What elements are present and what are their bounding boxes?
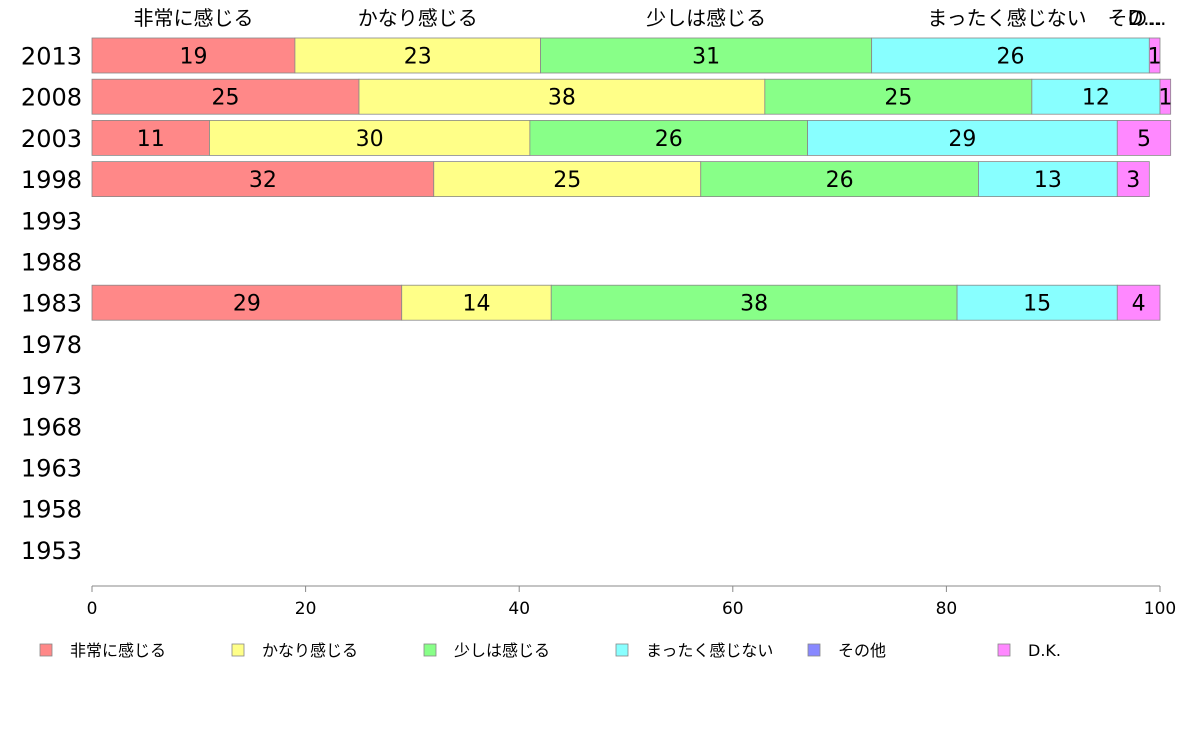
x-tick-label: 100 bbox=[1144, 599, 1176, 619]
bar-value-label: 3 bbox=[1126, 168, 1140, 193]
bar-segment bbox=[358, 78, 766, 115]
bar-segment bbox=[91, 120, 210, 156]
bar-segment bbox=[1116, 284, 1161, 321]
legend-swatch bbox=[423, 643, 437, 657]
bar-value-label: 1 bbox=[1158, 86, 1172, 111]
bar-value-label: 25 bbox=[884, 86, 912, 111]
bar-segment bbox=[1031, 78, 1161, 115]
bar-segment bbox=[1159, 78, 1172, 115]
bar-segment bbox=[91, 284, 403, 321]
bar-segment bbox=[764, 78, 1033, 115]
top-label: D... bbox=[1128, 6, 1162, 30]
y-tick-label: 2008 bbox=[21, 84, 82, 112]
legend-label: まったく感じない bbox=[646, 641, 773, 660]
bar-segment bbox=[1116, 161, 1150, 198]
legend-label: その他 bbox=[838, 641, 886, 660]
y-tick-label: 1978 bbox=[21, 331, 82, 359]
bar-value-label: 25 bbox=[553, 168, 581, 193]
y-axis-labels: 2013 2008 2003 1998 1993 1988 1983 1978 1973 1968… bbox=[21, 43, 82, 565]
bar-value-label: 14 bbox=[462, 292, 490, 317]
legend-swatch bbox=[39, 643, 53, 657]
bar-segment bbox=[209, 120, 531, 156]
bar-segment bbox=[871, 37, 1150, 74]
bar-segment bbox=[540, 37, 873, 74]
legend-label: かなり感じる bbox=[262, 641, 358, 660]
bar-value-label: 26 bbox=[826, 168, 854, 193]
bar-segment bbox=[550, 284, 958, 321]
bar-value-label: 11 bbox=[137, 127, 165, 152]
bar-value-label: 12 bbox=[1082, 86, 1110, 111]
bar-value-label: 19 bbox=[179, 45, 207, 70]
bar-value-label: 38 bbox=[740, 292, 768, 317]
bar-segment bbox=[529, 120, 808, 156]
bar-segment bbox=[700, 161, 979, 198]
y-tick-label: 1963 bbox=[21, 455, 82, 483]
y-tick-label: 1983 bbox=[21, 290, 82, 318]
top-label: 少しは感じる bbox=[646, 6, 766, 30]
bar-value-label: 30 bbox=[356, 127, 384, 152]
bar-segment bbox=[956, 284, 1118, 321]
x-tick-label: 40 bbox=[508, 599, 530, 619]
y-tick-label: 1958 bbox=[21, 496, 82, 524]
legend-swatch bbox=[231, 643, 245, 657]
top-label: まったく感じない bbox=[927, 6, 1086, 30]
bar-segment bbox=[433, 161, 702, 198]
bar-segment bbox=[401, 284, 552, 321]
top-label: 非常に感じる bbox=[133, 6, 253, 30]
y-tick-label: 1993 bbox=[21, 207, 82, 235]
bar-value-label: 5 bbox=[1137, 127, 1151, 152]
legend-swatch bbox=[615, 643, 629, 657]
top-label: かなり感じる bbox=[358, 6, 478, 30]
bar-segment bbox=[91, 37, 296, 74]
legend-label: D.K. bbox=[1028, 641, 1061, 660]
bar-value-label: 26 bbox=[996, 45, 1024, 70]
bar-value-label: 1 bbox=[1148, 45, 1162, 70]
legend-swatch bbox=[807, 643, 821, 657]
bar-value-label: 32 bbox=[249, 168, 277, 193]
bar-segment bbox=[978, 161, 1118, 198]
x-axis: 0 20 40 60 80 100 bbox=[87, 585, 1176, 619]
y-tick-label: 2003 bbox=[21, 125, 82, 153]
y-tick-label: 1953 bbox=[21, 537, 82, 565]
bar-value-label: 4 bbox=[1132, 292, 1146, 317]
bar-segment bbox=[1148, 37, 1161, 74]
bar-value-label: 38 bbox=[548, 86, 576, 111]
top-label: その... bbox=[1107, 6, 1166, 30]
bar-value-label: 15 bbox=[1023, 292, 1051, 317]
legend: 非常に感じる かなり感じる 少しは感じる まったく感じない その他 D.K. bbox=[39, 641, 1061, 660]
bars: 19 23 31 26 125 38 25 12 111 30 26 29 532 25 26 13 329 14… bbox=[91, 37, 1172, 321]
y-tick-label: 2013 bbox=[21, 43, 82, 71]
top-category-labels: 非常に感じる かなり感じる 少しは感じる まったく感じない その...D... bbox=[133, 6, 1166, 30]
bar-segment bbox=[294, 37, 541, 74]
y-tick-label: 1988 bbox=[21, 249, 82, 277]
bar-value-label: 29 bbox=[948, 127, 976, 152]
bar-value-label: 13 bbox=[1034, 168, 1062, 193]
y-tick-label: 1968 bbox=[21, 413, 82, 441]
legend-label: 少しは感じる bbox=[454, 641, 550, 660]
bar-value-label: 26 bbox=[655, 127, 683, 152]
y-tick-label: 1973 bbox=[21, 372, 82, 400]
bar-segment bbox=[1116, 120, 1172, 156]
x-tick-label: 20 bbox=[295, 599, 317, 619]
bar-value-label: 31 bbox=[692, 45, 720, 70]
x-tick-label: 60 bbox=[722, 599, 744, 619]
bar-segment bbox=[91, 78, 360, 115]
bar-segment bbox=[91, 161, 435, 198]
bar-value-label: 25 bbox=[212, 86, 240, 111]
bar-value-label: 29 bbox=[233, 292, 261, 317]
legend-swatch bbox=[997, 643, 1011, 657]
bar-value-label: 23 bbox=[404, 45, 432, 70]
x-tick-label: 0 bbox=[87, 599, 98, 619]
bar-segment bbox=[807, 120, 1118, 156]
x-tick-label: 80 bbox=[936, 599, 958, 619]
y-tick-label: 1998 bbox=[21, 166, 82, 194]
legend-label: 非常に感じる bbox=[70, 641, 166, 660]
